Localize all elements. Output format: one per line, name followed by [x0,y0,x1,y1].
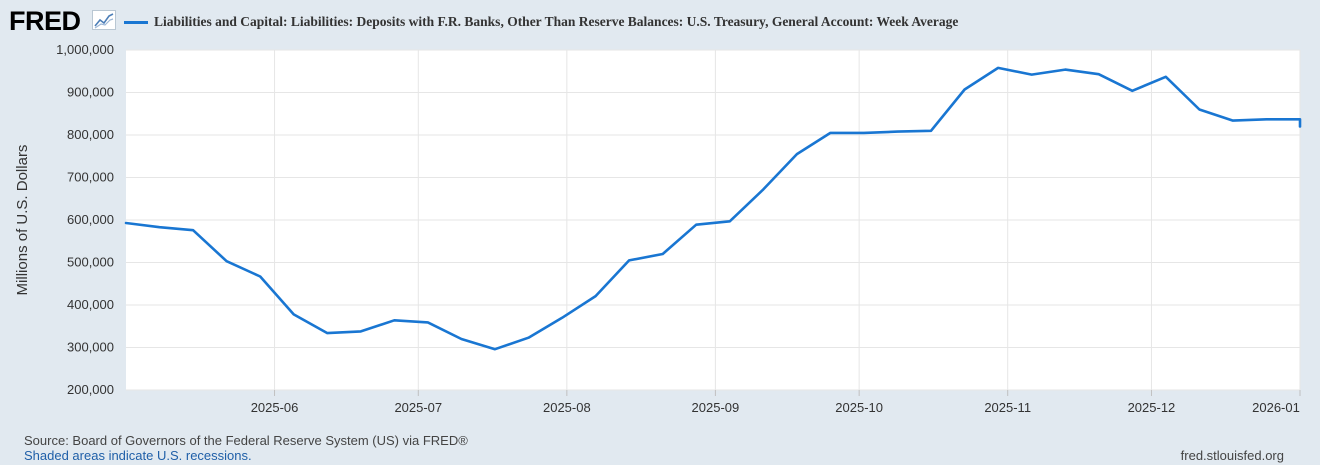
y-tick-label: 600,000 [67,212,114,227]
data-point[interactable] [256,273,264,281]
data-point[interactable] [1028,71,1036,79]
data-point[interactable] [323,329,331,337]
y-axis-ticks: 200,000 300,000 400,000 500,000 600,000 700,0… [56,42,114,397]
y-tick-label: 400,000 [67,297,114,312]
data-point[interactable] [122,219,130,227]
source-note: Source: Board of Governors of the Federa… [24,433,468,448]
recession-note[interactable]: Shaded areas indicate U.S. recessions. [24,448,252,463]
data-point[interactable] [290,310,298,318]
y-axis-title: Millions of U.S. Dollars [14,145,31,296]
fred-logo[interactable]: FRED [9,6,81,36]
y-tick-label: 500,000 [67,255,114,270]
data-point[interactable] [525,334,533,342]
data-point[interactable] [793,150,801,158]
data-point[interactable] [457,335,465,343]
trend-line-icon [92,10,116,30]
y-tick-label: 1,000,000 [56,42,114,57]
data-point[interactable] [927,127,935,135]
data-point[interactable] [1128,87,1136,95]
chart-header: FRED Liabilities and Capital: Liabilitie… [0,0,1320,44]
data-point[interactable] [1296,115,1304,123]
data-point[interactable] [491,345,499,353]
chart-legend[interactable]: Liabilities and Capital: Liabilities: De… [124,13,958,31]
x-tick-label: 2025-11 [984,400,1031,415]
x-tick-label: 2026-01 [1252,400,1300,415]
data-point[interactable] [994,64,1002,72]
data-point[interactable] [1095,70,1103,78]
data-point[interactable] [625,256,633,264]
legend-swatch [124,20,148,24]
data-point[interactable] [1061,66,1069,74]
data-point[interactable] [692,221,700,229]
series-line[interactable] [124,66,1302,351]
data-point[interactable] [659,250,667,258]
data-point[interactable] [390,316,398,324]
data-point[interactable] [1262,115,1270,123]
data-point[interactable] [826,129,834,137]
series-layer [124,66,1302,351]
data-point[interactable] [893,128,901,136]
x-tick-label: 2025-07 [394,400,442,415]
legend-series-label: Liabilities and Capital: Liabilities: De… [154,14,959,29]
y-tick-label: 200,000 [67,382,114,397]
y-tick-label: 900,000 [67,85,114,100]
data-point[interactable] [1162,73,1170,81]
data-point[interactable] [223,257,231,265]
y-tick-label: 800,000 [67,127,114,142]
data-point[interactable] [726,217,734,225]
data-point[interactable] [961,86,969,94]
data-point[interactable] [1229,117,1237,125]
data-point[interactable] [1195,106,1203,114]
data-point[interactable] [424,318,432,326]
y-tick-label: 300,000 [67,340,114,355]
x-tick-label: 2025-10 [835,400,883,415]
x-tick-label: 2025-12 [1128,400,1176,415]
site-url[interactable]: fred.stlouisfed.org [1180,448,1284,463]
y-tick-label: 700,000 [67,170,114,185]
grid-lines [126,49,1301,391]
data-point[interactable] [860,129,868,137]
x-axis-ticks: 2025-06 2025-07 2025-08 2025-09 2025-10 2025-… [251,390,1301,415]
data-point[interactable] [759,185,767,193]
x-tick-label: 2025-08 [543,400,591,415]
data-point[interactable] [592,292,600,300]
x-tick-label: 2025-06 [251,400,299,415]
data-point[interactable] [357,327,365,335]
x-tick-label: 2025-09 [692,400,740,415]
data-point[interactable] [558,314,566,322]
line-chart[interactable]: 200,000 300,000 400,000 500,000 600,000 700,0… [0,0,1320,430]
data-point[interactable] [156,223,164,231]
data-point[interactable] [189,226,197,234]
